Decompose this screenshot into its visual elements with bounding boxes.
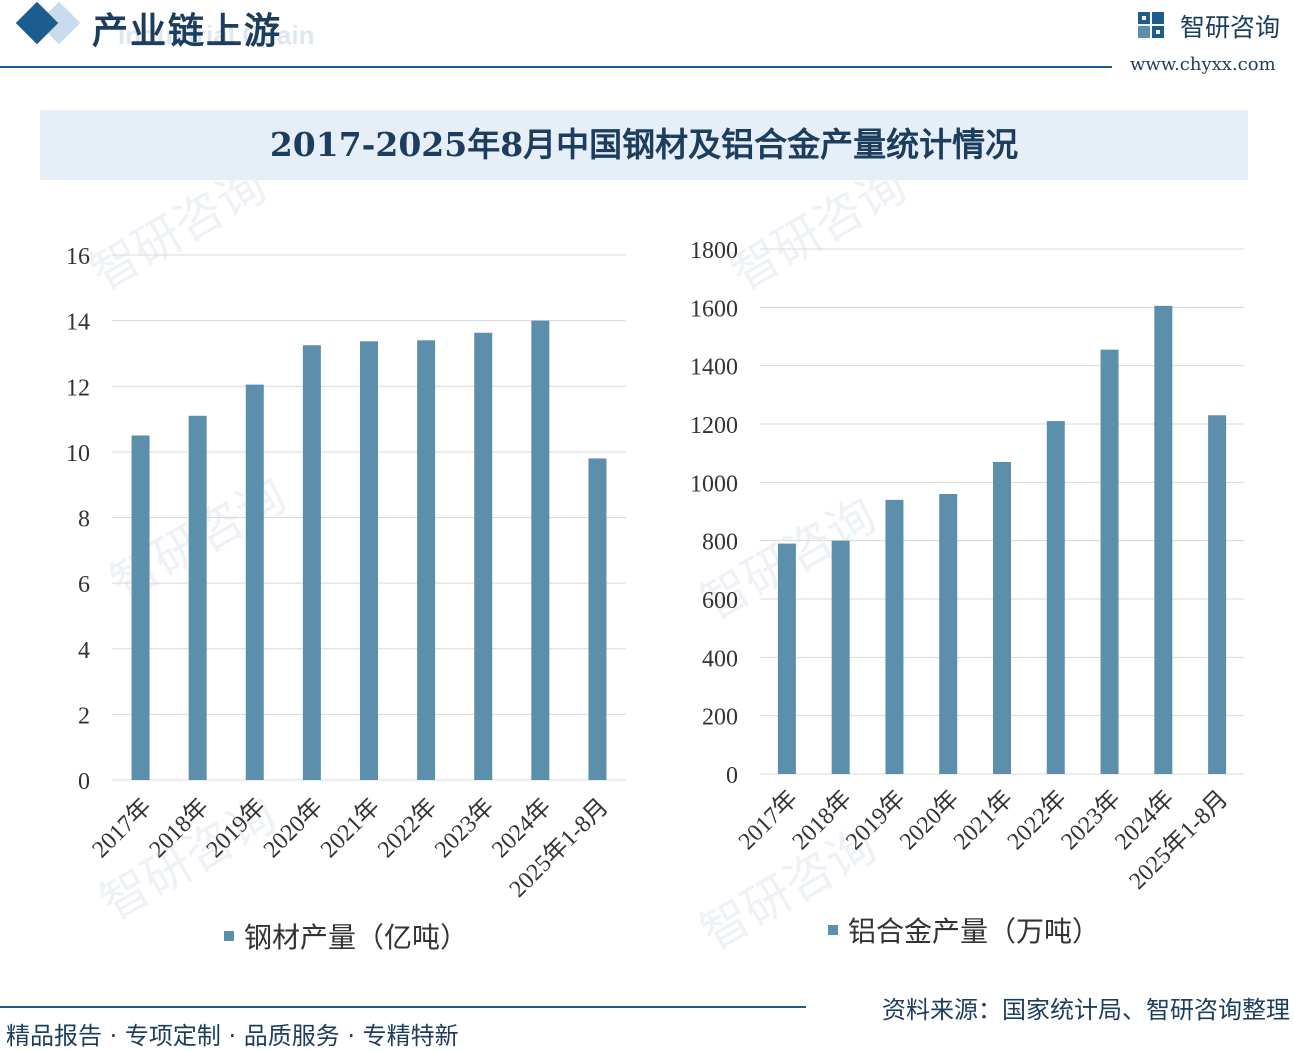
steel-x-tick-label: 2019年 xyxy=(201,793,271,863)
steel-y-tick-label: 12 xyxy=(66,375,90,401)
aluminum-y-tick-label: 1000 xyxy=(690,471,738,497)
steel-chart: 02468101214162017年2018年2019年2020年2021年20… xyxy=(66,244,626,903)
aluminum-y-tick-label: 1800 xyxy=(690,238,738,264)
steel-bar xyxy=(188,415,207,780)
steel-x-tick-label: 2022年 xyxy=(372,793,442,863)
steel-x-tick-label: 2017年 xyxy=(87,793,157,863)
footer-slogan: 精品报告 · 专项定制 · 品质服务 · 专精特新 xyxy=(6,1022,459,1050)
aluminum-x-tick-label: 2022年 xyxy=(1002,785,1072,855)
aluminum-legend: 铝合金产量（万吨） xyxy=(828,910,1100,950)
steel-y-tick-label: 14 xyxy=(66,310,90,336)
aluminum-bar xyxy=(885,499,904,774)
aluminum-bar xyxy=(939,494,958,774)
aluminum-legend-label: 铝合金产量（万吨） xyxy=(848,915,1101,948)
aluminum-x-tick-label: 2020年 xyxy=(894,785,964,855)
aluminum-x-tick-label: 2017年 xyxy=(733,785,803,855)
aluminum-y-tick-label: 0 xyxy=(726,763,738,789)
brand-logo-icon xyxy=(1138,12,1164,38)
aluminum-bar xyxy=(831,540,850,774)
aluminum-y-tick-label: 600 xyxy=(702,588,738,614)
steel-y-tick-label: 8 xyxy=(78,507,90,533)
aluminum-bar xyxy=(777,543,796,774)
footer-divider xyxy=(0,1006,806,1008)
steel-bar xyxy=(360,341,378,780)
steel-y-tick-label: 4 xyxy=(78,638,90,664)
aluminum-y-tick-label: 1600 xyxy=(690,296,738,322)
steel-bar xyxy=(131,435,150,780)
steel-y-tick-label: 6 xyxy=(78,572,90,598)
header-divider xyxy=(0,66,1112,68)
steel-x-tick-label: 2020年 xyxy=(258,793,328,863)
aluminum-y-tick-label: 200 xyxy=(702,705,738,731)
steel-bar xyxy=(302,345,321,780)
steel-bar xyxy=(417,340,436,780)
steel-x-tick-label: 2023年 xyxy=(429,793,499,863)
aluminum-chart: 0200400600800100012001400160018002017年20… xyxy=(690,238,1244,895)
aluminum-x-tick-label: 2023年 xyxy=(1056,785,1126,855)
section-title: 产业链上游 xyxy=(92,10,283,52)
brand-name: 智研咨询 xyxy=(1180,13,1281,42)
steel-legend-swatch xyxy=(224,931,234,941)
chart-title: 2017-2025年8月中国钢材及铝合金产量统计情况 xyxy=(269,125,1019,164)
steel-y-tick-label: 16 xyxy=(66,244,90,270)
aluminum-y-tick-label: 800 xyxy=(702,530,738,556)
aluminum-bar xyxy=(1100,349,1119,774)
steel-y-tick-label: 2 xyxy=(78,703,90,729)
aluminum-x-tick-label: 2021年 xyxy=(948,785,1018,855)
steel-y-tick-label: 0 xyxy=(78,769,90,795)
brand-url[interactable]: www.chyxx.com xyxy=(1130,54,1276,75)
aluminum-legend-swatch xyxy=(828,925,838,935)
steel-y-tick-label: 10 xyxy=(66,441,90,467)
steel-x-tick-label: 2018年 xyxy=(144,793,214,863)
steel-bar xyxy=(588,458,607,780)
aluminum-bar xyxy=(993,461,1011,774)
steel-legend: 钢材产量（亿吨） xyxy=(224,916,468,956)
aluminum-bar xyxy=(1208,415,1227,774)
steel-legend-label: 钢材产量（亿吨） xyxy=(244,921,469,954)
aluminum-x-tick-label: 2018年 xyxy=(787,785,857,855)
steel-x-tick-label: 2021年 xyxy=(315,793,385,863)
aluminum-bar xyxy=(1154,305,1173,774)
chart-title-band xyxy=(40,110,1248,180)
aluminum-y-tick-label: 1200 xyxy=(690,413,738,439)
source-note: 资料来源：国家统计局、智研咨询整理 xyxy=(882,996,1290,1024)
steel-bar xyxy=(531,320,550,780)
steel-bar xyxy=(474,332,493,780)
aluminum-x-tick-label: 2019年 xyxy=(841,785,911,855)
aluminum-bar xyxy=(1046,421,1065,774)
aluminum-y-tick-label: 1400 xyxy=(690,355,738,381)
steel-bar xyxy=(245,384,264,780)
aluminum-y-tick-label: 400 xyxy=(702,646,738,672)
